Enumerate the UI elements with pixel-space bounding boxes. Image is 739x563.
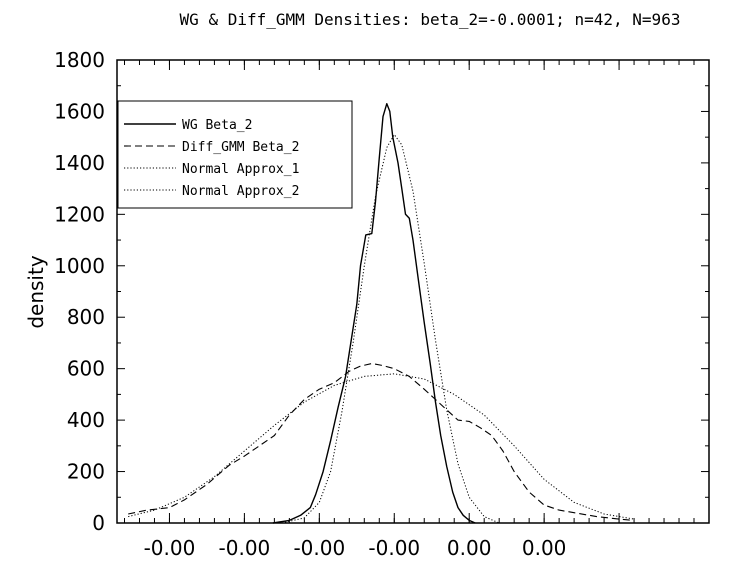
x-tick-label: -0.00 <box>368 536 420 560</box>
y-tick-label: 200 <box>67 460 105 484</box>
y-tick-label: 600 <box>67 357 105 381</box>
x-tick-label: 0.00 <box>522 536 567 560</box>
chart-title: WG & Diff_GMM Densities: beta_2=-0.0001;… <box>180 10 681 29</box>
series-line-4 <box>128 373 635 520</box>
y-tick-label: 1800 <box>54 48 105 72</box>
x-tick-label: 0.00 <box>447 536 492 560</box>
series-line-1 <box>272 103 476 524</box>
legend: WG Beta_2 Diff_GMM Beta_2 Normal Approx_1 N… <box>117 100 353 209</box>
y-tick-label: 400 <box>67 408 105 432</box>
y-tick-label: 1200 <box>54 202 105 226</box>
x-tick-label: -0.00 <box>144 536 196 560</box>
y-axis-ticks: 0 200 400 600 800 1000 1200 1400 1600 1800 <box>54 48 709 535</box>
legend-label-1: WG Beta_2 <box>182 118 252 133</box>
y-axis-label: density <box>24 255 48 328</box>
legend-label-4: Normal Approx_2 <box>182 184 299 199</box>
legend-label-3: Normal Approx_1 <box>182 162 299 177</box>
y-tick-label: 0 <box>92 511 105 535</box>
x-tick-label: -0.00 <box>219 536 271 560</box>
y-tick-label: 800 <box>67 305 105 329</box>
x-axis-ticks: -0.00 -0.00 -0.00 -0.00 0.00 0.00 <box>123 60 710 560</box>
y-tick-label: 1600 <box>54 99 105 123</box>
series-line-2 <box>128 362 635 521</box>
legend-label-2: Diff_GMM Beta_2 <box>182 140 299 155</box>
series-line-3 <box>281 134 500 524</box>
x-tick-label: -0.00 <box>293 536 345 560</box>
y-tick-label: 1000 <box>54 254 105 278</box>
y-tick-label: 1400 <box>54 151 105 175</box>
series-layer <box>128 103 635 524</box>
